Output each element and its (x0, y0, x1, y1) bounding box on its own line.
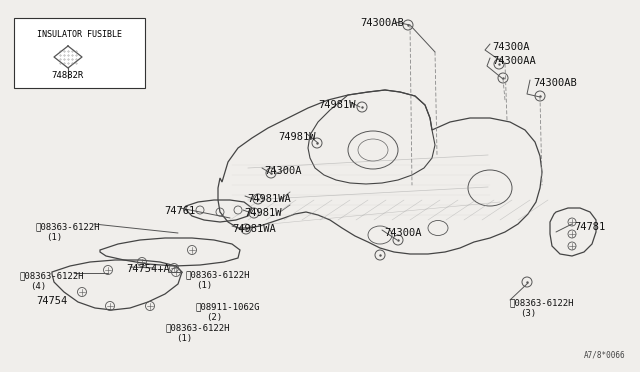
Text: A7/8*0066: A7/8*0066 (584, 351, 625, 360)
Text: (1): (1) (196, 281, 212, 290)
Text: 74300A: 74300A (264, 166, 301, 176)
Text: 74781: 74781 (574, 222, 605, 232)
Text: 74754+A: 74754+A (126, 264, 170, 274)
Text: Ⓛ08911-1062G: Ⓛ08911-1062G (196, 302, 260, 311)
Text: 74981W: 74981W (244, 208, 282, 218)
Bar (14, 18, 145, 88)
Text: Ⓝ08363-6122H: Ⓝ08363-6122H (510, 298, 575, 307)
Text: Ⓝ08363-6122H: Ⓝ08363-6122H (166, 323, 230, 332)
Text: Ⓝ08363-6122H: Ⓝ08363-6122H (186, 270, 250, 279)
Text: 74761: 74761 (164, 206, 195, 216)
Text: 74300AA: 74300AA (492, 56, 536, 66)
Text: 74981W: 74981W (278, 132, 316, 142)
Text: 74300AB: 74300AB (360, 18, 404, 28)
Text: (2): (2) (206, 313, 222, 322)
Text: INSULATOR FUSIBLE: INSULATOR FUSIBLE (37, 30, 122, 39)
Text: 74300A: 74300A (384, 228, 422, 238)
Text: (4): (4) (30, 282, 46, 291)
Text: (1): (1) (46, 233, 62, 242)
Text: 74754: 74754 (36, 296, 67, 306)
Text: Ⓝ08363-6122H: Ⓝ08363-6122H (36, 222, 100, 231)
Text: (1): (1) (176, 334, 192, 343)
Text: 74300AB: 74300AB (533, 78, 577, 88)
Text: Ⓝ08363-6122H: Ⓝ08363-6122H (20, 271, 84, 280)
Text: 74882R: 74882R (52, 71, 84, 80)
Text: 74300A: 74300A (492, 42, 529, 52)
Text: (3): (3) (520, 309, 536, 318)
Text: 74981WA: 74981WA (232, 224, 276, 234)
Text: 74981W: 74981W (318, 100, 355, 110)
Text: 74981WA: 74981WA (247, 194, 291, 204)
